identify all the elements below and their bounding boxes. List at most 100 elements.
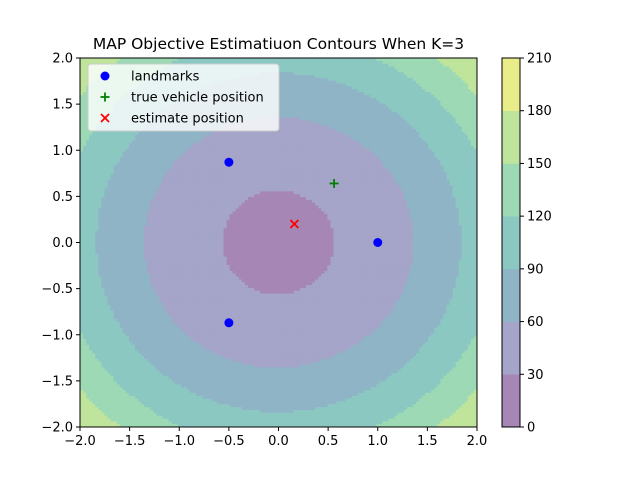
contour-cell	[357, 66, 362, 70]
contour-cell	[415, 63, 420, 68]
contour-cell	[425, 60, 429, 65]
contour-cell	[299, 58, 304, 62]
contour-cell	[309, 75, 313, 79]
contour-cell	[128, 58, 133, 62]
contour-cell	[431, 77, 435, 82]
contour-cell	[455, 58, 460, 62]
contour-cell	[397, 80, 402, 85]
contour-cell	[412, 60, 417, 65]
contour-cell	[382, 77, 386, 82]
contour-cell	[425, 58, 429, 62]
contour-cell	[370, 72, 374, 76]
contour-cell	[373, 86, 377, 90]
contour-cell	[183, 60, 188, 65]
contour-cell	[452, 60, 457, 65]
contour-cell	[174, 60, 179, 65]
contour-cell	[269, 58, 273, 62]
contour-cell	[284, 58, 289, 62]
contour-cell	[467, 77, 472, 82]
contour-cell	[342, 80, 347, 85]
contour-cell	[241, 60, 246, 65]
contour-cell	[330, 80, 335, 85]
contour-cell	[440, 75, 444, 79]
contour-cell	[443, 58, 448, 62]
contour-cell	[290, 58, 295, 62]
contour-cell	[431, 58, 435, 62]
contour-cell	[434, 72, 438, 76]
contour-cell	[324, 77, 328, 82]
contour-cell	[357, 86, 362, 90]
contour-cell	[345, 60, 350, 65]
contour-cell	[131, 58, 136, 62]
contour-cell	[348, 86, 353, 90]
contour-cell	[318, 66, 322, 70]
contour-cell	[461, 60, 466, 65]
contour-cell	[95, 60, 99, 65]
contour-cell	[428, 72, 432, 76]
contour-cell	[312, 86, 316, 90]
contour-cell	[397, 63, 402, 68]
contour-cell	[409, 63, 414, 68]
contour-cell	[302, 83, 307, 87]
contour-cell	[345, 66, 350, 70]
contour-cell	[312, 72, 316, 76]
contour-cell	[315, 63, 319, 68]
contour-cell	[284, 66, 289, 70]
contour-cell	[324, 58, 328, 62]
contour-cell	[422, 69, 426, 73]
contour-cell	[348, 58, 353, 62]
contour-cell	[95, 58, 99, 62]
contour-cell	[305, 72, 310, 76]
contour-cell	[440, 66, 444, 70]
contour-cell	[367, 69, 371, 73]
contour-cell	[351, 69, 356, 73]
contour-cell	[382, 69, 386, 73]
contour-cell	[174, 58, 179, 62]
contour-cell	[391, 58, 396, 62]
contour-cell	[296, 80, 301, 85]
contour-cell	[385, 72, 390, 76]
contour-cell	[360, 86, 365, 90]
contour-cell	[388, 60, 393, 65]
contour-cell	[83, 86, 87, 90]
contour-cell	[379, 69, 383, 73]
contour-cell	[345, 80, 350, 85]
contour-cell	[394, 77, 399, 82]
contour-cell	[339, 66, 344, 70]
contour-cell	[470, 58, 475, 62]
contour-cell	[333, 63, 338, 68]
contour-cell	[357, 60, 362, 65]
contour-cell	[364, 69, 368, 73]
contour-cell	[150, 58, 154, 62]
contour-cell	[287, 66, 292, 70]
contour-cell	[370, 60, 374, 65]
contour-cell	[119, 58, 124, 62]
contour-cell	[293, 66, 298, 70]
contour-cell	[385, 63, 390, 68]
contour-cell	[452, 58, 457, 62]
contour-cell	[351, 75, 356, 79]
contour-cell	[452, 66, 457, 70]
contour-cell	[425, 83, 429, 87]
contour-cell	[309, 80, 313, 85]
contour-cell	[327, 83, 332, 87]
contour-cell	[409, 66, 414, 70]
contour-cell	[186, 58, 191, 62]
contour-cell	[418, 77, 423, 82]
contour-cell	[437, 60, 441, 65]
contour-cell	[348, 66, 353, 70]
contour-cell	[379, 86, 383, 90]
contour-cell	[461, 58, 466, 62]
contour-cell	[299, 77, 304, 82]
contour-cell	[312, 58, 316, 62]
contour-cell	[354, 63, 359, 68]
contour-cell	[449, 63, 454, 68]
contour-cell	[428, 75, 432, 79]
contour-cell	[287, 86, 292, 90]
contour-cell	[400, 77, 405, 82]
contour-cell	[284, 86, 289, 90]
contour-cell	[385, 66, 390, 70]
contour-cell	[290, 69, 295, 73]
contour-cell	[309, 58, 313, 62]
contour-cell	[281, 75, 286, 79]
